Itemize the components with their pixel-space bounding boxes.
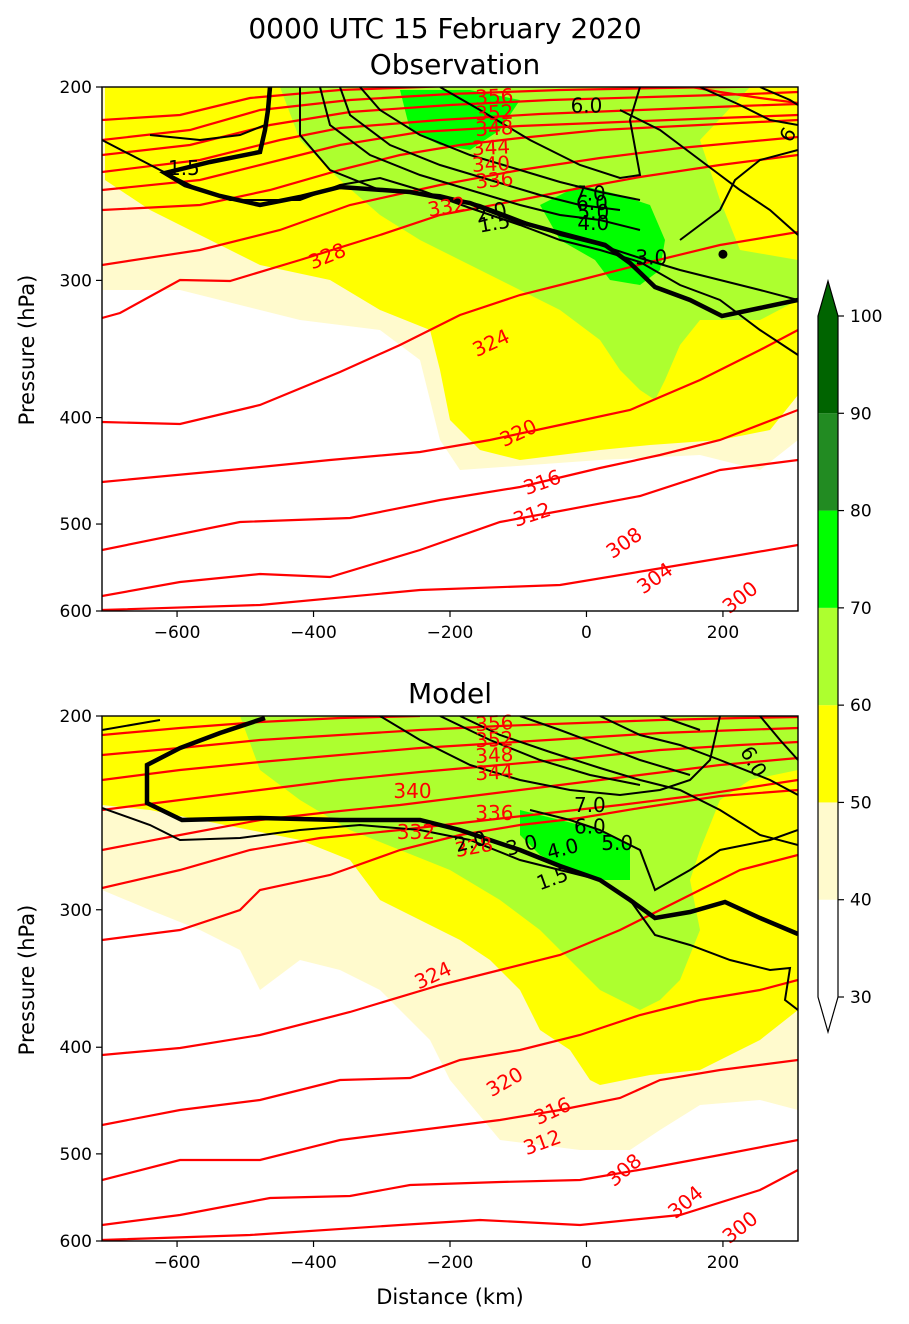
- y-tick-label-observation: 600: [60, 602, 92, 622]
- theta-label-model: 344: [475, 759, 514, 785]
- theta-label-model: 340: [393, 779, 431, 803]
- colorbar-tick-label: 50: [850, 793, 872, 813]
- theta-label-observation: 352: [475, 100, 514, 126]
- colorbar-extend-min: [818, 997, 838, 1032]
- pv-label-observation: 6.0: [571, 94, 603, 118]
- colorbar-tick-label: 100: [850, 307, 882, 327]
- colorbar-segment: [818, 510, 838, 608]
- colorbar-segment: [818, 413, 838, 511]
- colorbar-segment: [818, 802, 838, 900]
- observation-plot-area: [102, 87, 798, 611]
- theta-label-observation: 344: [471, 134, 510, 160]
- pv-2-contour-model: [144, 716, 798, 937]
- x-tick-label-observation: −400: [290, 623, 337, 643]
- theta-contours-observation: [102, 87, 798, 611]
- panel-observation: Observation: [15, 48, 801, 643]
- x-tick-label-model: −400: [290, 1253, 337, 1273]
- theta-label-model: 352: [475, 726, 514, 752]
- theta-contours-model: [102, 716, 798, 1241]
- theta-label-observation: 312: [510, 497, 554, 532]
- pv-label-observation: 1.5: [168, 156, 200, 180]
- y-tick-label-model: 500: [60, 1145, 92, 1165]
- figure-title: 0000 UTC 15 February 2020: [248, 12, 641, 45]
- pv-label-observation: 3.0: [635, 246, 667, 270]
- y-tick-label-observation: 400: [60, 409, 92, 429]
- panel-model: Model: [15, 677, 799, 1309]
- marker-observation: [718, 249, 728, 259]
- colorbar-tick-label: 70: [850, 599, 872, 619]
- pv-label-observation: 6.0: [576, 191, 608, 215]
- colorbar-segment: [818, 316, 838, 414]
- y-tick-label-model: 300: [60, 901, 92, 921]
- pv-label-observation: 5.0: [577, 200, 609, 224]
- theta-label-observation: 356: [475, 83, 514, 109]
- x-tick-label-observation: −200: [427, 623, 474, 643]
- colorbar-tick-label: 90: [850, 404, 872, 424]
- pv-label-model: 6.0: [574, 814, 606, 838]
- x-tick-label-observation: 200: [707, 623, 739, 643]
- pv-label-observation: 7.0: [574, 181, 606, 205]
- theta-label-model: 336: [475, 801, 513, 825]
- theta-label-model: 308: [602, 1148, 647, 1191]
- theta-label-observation: 308: [601, 522, 646, 564]
- colorbar-tick-label: 80: [850, 502, 872, 522]
- theta-label-model: 300: [718, 1206, 763, 1248]
- pv-label-model: 5.0: [601, 831, 633, 855]
- theta-label-observation: 336: [474, 166, 514, 193]
- x-tick-label-observation: −600: [154, 623, 201, 643]
- pv-contours-model: [102, 716, 798, 1011]
- panel-title-model: Model: [408, 677, 492, 710]
- y-tick-label-observation: 500: [60, 515, 92, 535]
- ylabel-model: Pressure (hPa): [15, 905, 39, 1056]
- fill-60-70: [280, 87, 798, 400]
- x-tick-label-observation: 0: [581, 623, 592, 643]
- y-tick-label-model: 600: [60, 1232, 92, 1252]
- theta-label-model: 356: [475, 710, 514, 736]
- fill-70-80: [520, 810, 630, 880]
- ylabel-observation: Pressure (hPa): [15, 275, 39, 426]
- colorbar-segment: [818, 705, 838, 803]
- fill-70-80: [400, 90, 520, 150]
- theta-label-model: 348: [475, 742, 514, 768]
- x-tick-label-model: 0: [581, 1253, 592, 1273]
- colorbar-segment: [818, 899, 838, 997]
- model-plot-area: [102, 716, 798, 1241]
- pv-label-model: 7.0: [574, 793, 606, 817]
- x-tick-label-model: −600: [154, 1253, 201, 1273]
- colorbar-extend-max: [818, 281, 838, 316]
- y-tick-label-model: 200: [60, 707, 92, 727]
- panel-title-observation: Observation: [370, 48, 541, 81]
- y-tick-label-observation: 300: [60, 271, 92, 291]
- theta-label-observation: 316: [520, 464, 564, 500]
- colorbar-tick-label: 40: [850, 891, 872, 911]
- colorbar-segment: [818, 607, 838, 706]
- pv-label-observation: 4.0: [577, 211, 609, 235]
- colorbar: 30 40 50 60 70 80 90 100: [817, 278, 882, 1035]
- pv-2-contour-observation: [159, 87, 798, 319]
- colorbar-tick-label: 30: [850, 988, 872, 1008]
- ticks-model: −600 −400 −200 0 200 200 300 400 500 600: [60, 707, 740, 1273]
- y-tick-label-model: 400: [60, 1038, 92, 1058]
- theta-label-observation: 348: [475, 115, 514, 141]
- y-tick-label-observation: 200: [60, 78, 92, 98]
- xlabel-model: Distance (km): [376, 1285, 524, 1309]
- pv-label-observation: 1.5: [477, 208, 512, 237]
- x-tick-label-model: −200: [427, 1253, 474, 1273]
- colorbar-tick-label: 60: [850, 696, 872, 716]
- theta-label-observation: 304: [632, 557, 677, 599]
- ticks-observation: −600 −400 −200 0 200 200 300 400 500 600: [60, 78, 740, 643]
- theta-label-model: 332: [397, 820, 435, 844]
- theta-label-observation: 300: [718, 576, 763, 618]
- x-tick-label-model: 200: [707, 1253, 739, 1273]
- theta-label-observation: 340: [471, 151, 510, 177]
